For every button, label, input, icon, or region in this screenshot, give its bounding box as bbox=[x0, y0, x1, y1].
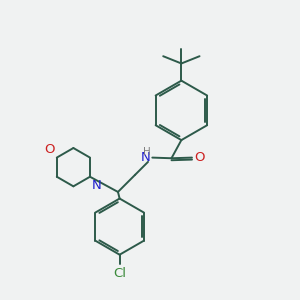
Text: N: N bbox=[92, 179, 102, 192]
Text: N: N bbox=[141, 151, 150, 164]
Text: O: O bbox=[195, 151, 205, 164]
Text: H: H bbox=[142, 147, 150, 157]
Text: Cl: Cl bbox=[113, 267, 126, 280]
Text: O: O bbox=[44, 142, 55, 156]
